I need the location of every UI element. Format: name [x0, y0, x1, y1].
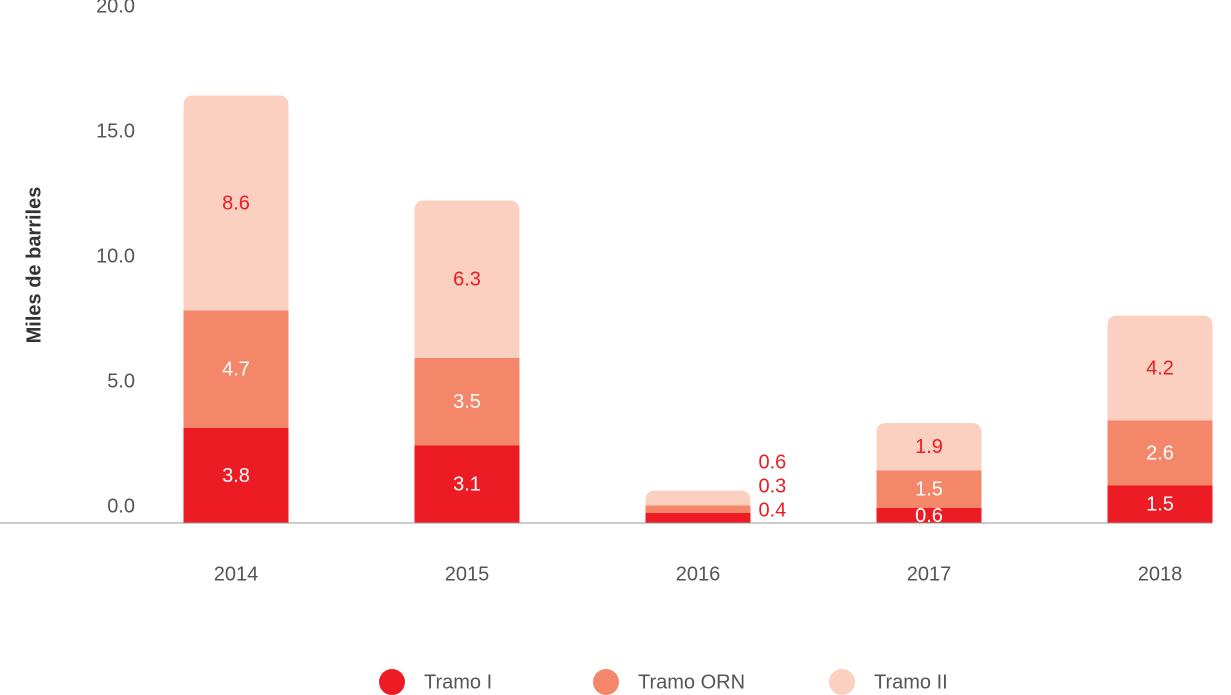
- data-label: 6.3: [453, 269, 481, 291]
- data-label: 0.3: [759, 475, 787, 497]
- y-tick-label: 0.0: [107, 495, 135, 517]
- data-label: 1.5: [915, 479, 943, 501]
- bar-segment: [876, 423, 982, 471]
- bar-segment: [183, 95, 289, 311]
- data-label: 3.1: [453, 474, 481, 496]
- y-tick-label: 10.0: [96, 245, 135, 267]
- bar-segment: [1107, 315, 1213, 421]
- legend-label: Tramo I: [424, 671, 492, 693]
- legend-swatch: [829, 669, 855, 695]
- y-tick-label: 5.0: [107, 370, 135, 392]
- bar-segment: [183, 428, 289, 523]
- bar-segment: [183, 310, 289, 428]
- data-label: 1.5: [1146, 494, 1174, 516]
- y-tick-label: 20.0: [96, 0, 135, 17]
- data-label: 2.6: [1146, 442, 1174, 464]
- bar-segment: [876, 470, 982, 508]
- y-axis-title: Miles de barriles: [23, 187, 45, 344]
- bar-segment: [645, 490, 751, 506]
- x-tick-label: 2018: [1138, 563, 1183, 585]
- legend-swatch: [379, 669, 405, 695]
- bar-segment: [645, 513, 751, 523]
- bar-segment: [1107, 485, 1213, 523]
- x-tick-label: 2014: [214, 563, 259, 585]
- bar-segment: [876, 508, 982, 523]
- bar-segment: [1107, 420, 1213, 486]
- data-label: 0.6: [915, 505, 943, 527]
- data-label: 0.4: [759, 499, 787, 521]
- data-label: 3.8: [222, 465, 250, 487]
- legend-label: Tramo ORN: [638, 671, 745, 693]
- x-tick-label: 2016: [676, 563, 721, 585]
- data-label: 0.6: [759, 451, 787, 473]
- y-tick-label: 15.0: [96, 120, 135, 142]
- x-tick-label: 2017: [907, 563, 952, 585]
- bar-segment: [414, 358, 520, 446]
- data-label: 4.7: [222, 359, 250, 381]
- bar-segment: [414, 445, 520, 523]
- x-tick-label: 2015: [445, 563, 490, 585]
- bar-segment: [645, 505, 751, 513]
- data-label: 1.9: [915, 436, 943, 458]
- legend-label: Tramo II: [874, 671, 948, 693]
- legend-swatch: [593, 669, 619, 695]
- data-label: 4.2: [1146, 357, 1174, 379]
- data-label: 8.6: [222, 192, 250, 214]
- data-label: 3.5: [453, 391, 481, 413]
- bar-segment: [414, 200, 520, 358]
